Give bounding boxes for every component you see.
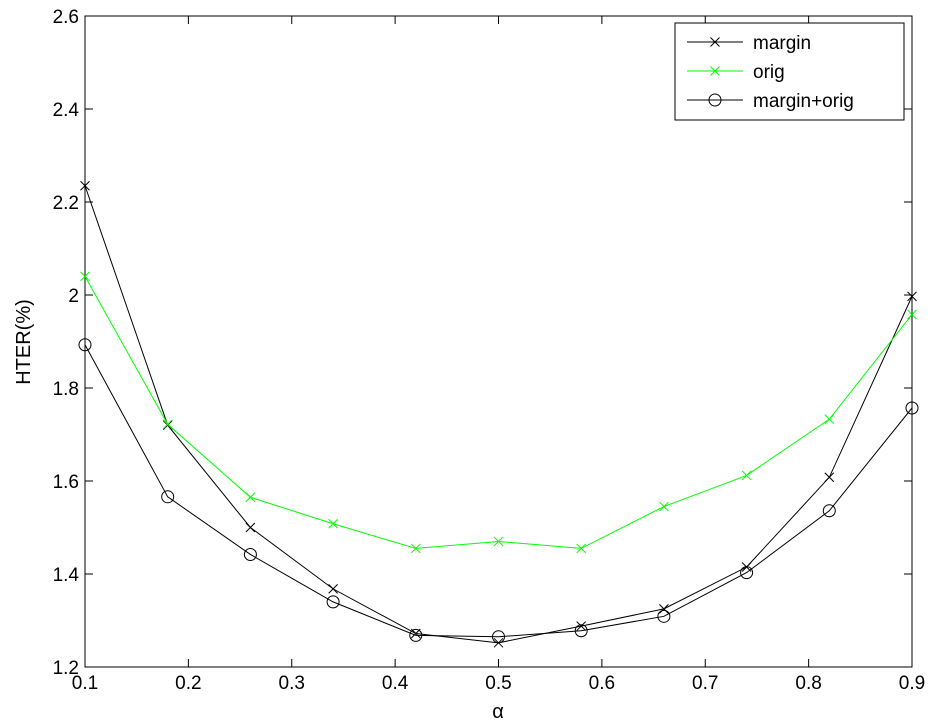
y-axis-ticks: 1.2 1.4 1.6 1.8 2 2.2 2.4 2.6 (53, 7, 912, 679)
data-point-orig (80, 271, 90, 282)
data-point-margin-orig (822, 504, 836, 518)
data-point-orig (824, 414, 835, 425)
x-tick-label: 0.5 (485, 673, 511, 694)
x-axis-label: α (492, 701, 504, 723)
data-point-margin (659, 604, 669, 614)
legend-swatch-marker (708, 93, 722, 107)
legend-entry-margin: margin (687, 33, 811, 54)
data-point-orig (907, 309, 917, 320)
series-layer (78, 180, 919, 648)
data-point-orig (493, 536, 504, 547)
data-point-margin-orig (161, 490, 175, 504)
series-line-margin-orig (84, 344, 913, 638)
data-point-orig (328, 518, 338, 529)
legend-swatch-marker (710, 37, 720, 47)
series-line-orig (84, 276, 913, 549)
y-tick-label: 2.6 (53, 7, 79, 28)
data-point-margin-orig (326, 595, 340, 609)
data-point-orig (741, 470, 752, 481)
x-tick-label: 0.9 (899, 673, 925, 694)
legend-entry-orig: orig (687, 62, 785, 83)
data-point-margin (824, 472, 835, 483)
x-axis-ticks: 0.1 0.2 0.3 0.4 0.5 0.6 0.7 0.8 0.9 (72, 16, 925, 694)
data-point-orig (576, 543, 587, 554)
data-point-margin-orig (740, 566, 754, 580)
x-tick-label: 0.3 (279, 673, 305, 694)
legend-label: orig (753, 62, 785, 83)
data-point-orig (245, 492, 256, 503)
legend-entry-margin-orig: margin+orig (687, 91, 854, 112)
series-margin-orig (78, 338, 919, 644)
series-line-margin (84, 185, 913, 644)
data-point-margin (245, 522, 256, 533)
x-tick-label: 0.7 (692, 673, 718, 694)
data-point-margin (576, 621, 587, 631)
y-tick-label: 1.2 (53, 658, 79, 679)
y-tick-label: 1.6 (53, 472, 79, 493)
data-point-margin-orig (574, 624, 588, 638)
data-point-margin-orig (409, 628, 423, 642)
y-tick-label: 2.2 (53, 193, 79, 214)
data-point-orig (659, 501, 669, 512)
legend-swatch-marker (710, 66, 720, 76)
x-tick-label: 0.2 (175, 673, 201, 694)
x-tick-label: 0.1 (72, 673, 98, 694)
y-tick-label: 2.4 (53, 100, 80, 121)
data-point-margin (80, 180, 90, 191)
legend-label: margin+orig (753, 91, 854, 112)
y-tick-label: 1.4 (53, 565, 80, 586)
data-point-orig (410, 543, 421, 554)
data-point-margin-orig (78, 338, 92, 352)
data-point-margin-orig (243, 547, 257, 561)
legend: margin orig margin+orig (674, 22, 905, 121)
data-point-margin-orig (905, 401, 919, 415)
series-margin (80, 180, 917, 648)
y-tick-label: 2 (68, 286, 79, 307)
data-point-margin-orig (492, 630, 505, 644)
series-orig (80, 271, 917, 554)
data-point-margin-orig (657, 609, 671, 623)
x-tick-label: 0.6 (589, 673, 615, 694)
data-point-margin (328, 584, 338, 594)
legend-label: margin (753, 33, 811, 54)
x-tick-label: 0.4 (382, 673, 409, 694)
y-tick-label: 1.8 (53, 379, 79, 400)
data-point-orig (162, 419, 173, 430)
data-point-margin (162, 420, 173, 431)
x-tick-label: 0.8 (795, 673, 821, 694)
data-point-margin (907, 291, 917, 302)
y-axis-label: HTER(%) (13, 299, 35, 385)
